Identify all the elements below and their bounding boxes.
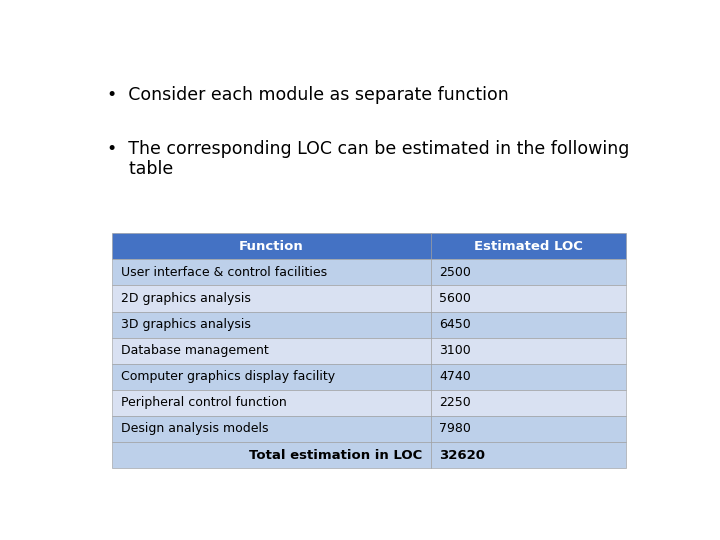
Text: Computer graphics display facility: Computer graphics display facility: [121, 370, 335, 383]
Text: 2D graphics analysis: 2D graphics analysis: [121, 292, 251, 305]
Text: Total estimation in LOC: Total estimation in LOC: [249, 449, 422, 462]
Text: 3100: 3100: [439, 344, 471, 357]
FancyBboxPatch shape: [431, 338, 626, 364]
Text: 4740: 4740: [439, 370, 471, 383]
Text: 2250: 2250: [439, 396, 471, 409]
Text: 6450: 6450: [439, 318, 471, 331]
FancyBboxPatch shape: [431, 390, 626, 416]
FancyBboxPatch shape: [431, 442, 626, 468]
Text: 3D graphics analysis: 3D graphics analysis: [121, 318, 251, 331]
FancyBboxPatch shape: [112, 286, 431, 312]
FancyBboxPatch shape: [431, 416, 626, 442]
Text: Peripheral control function: Peripheral control function: [121, 396, 287, 409]
FancyBboxPatch shape: [112, 259, 431, 286]
Text: Database management: Database management: [121, 344, 269, 357]
Text: User interface & control facilities: User interface & control facilities: [121, 266, 327, 279]
Text: Design analysis models: Design analysis models: [121, 422, 268, 435]
FancyBboxPatch shape: [431, 364, 626, 390]
Text: •  The corresponding LOC can be estimated in the following
    table: • The corresponding LOC can be estimated…: [107, 140, 629, 178]
FancyBboxPatch shape: [112, 442, 431, 468]
Text: 2500: 2500: [439, 266, 471, 279]
FancyBboxPatch shape: [112, 338, 431, 364]
Text: 7980: 7980: [439, 422, 471, 435]
FancyBboxPatch shape: [112, 364, 431, 390]
Text: 5600: 5600: [439, 292, 471, 305]
Text: Estimated LOC: Estimated LOC: [474, 240, 582, 253]
FancyBboxPatch shape: [431, 233, 626, 259]
FancyBboxPatch shape: [112, 416, 431, 442]
Text: 32620: 32620: [439, 449, 485, 462]
FancyBboxPatch shape: [431, 312, 626, 338]
Text: •  Consider each module as separate function: • Consider each module as separate funct…: [107, 85, 508, 104]
FancyBboxPatch shape: [431, 286, 626, 312]
FancyBboxPatch shape: [431, 259, 626, 286]
FancyBboxPatch shape: [112, 312, 431, 338]
FancyBboxPatch shape: [112, 390, 431, 416]
FancyBboxPatch shape: [112, 233, 431, 259]
Text: Function: Function: [239, 240, 304, 253]
